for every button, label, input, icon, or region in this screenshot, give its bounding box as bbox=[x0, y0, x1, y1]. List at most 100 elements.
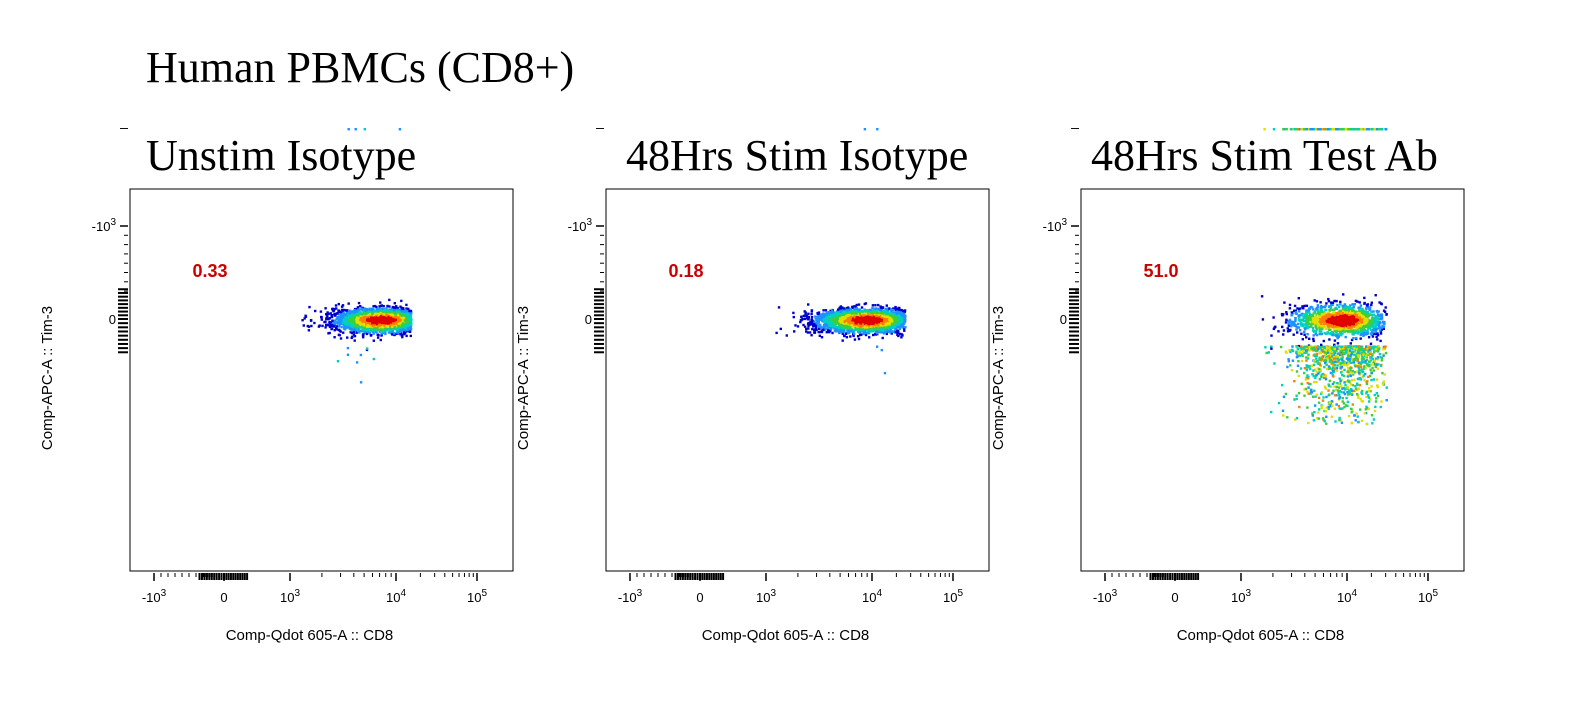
event-dot bbox=[333, 320, 337, 323]
event-dot bbox=[881, 322, 884, 325]
event-dot bbox=[853, 314, 857, 317]
event-dot bbox=[390, 307, 394, 310]
event-dot bbox=[884, 307, 887, 311]
event-dot bbox=[405, 303, 408, 307]
event-dot bbox=[894, 311, 897, 314]
event-dot bbox=[804, 313, 807, 316]
event-dot bbox=[892, 311, 895, 314]
event-dot bbox=[384, 314, 388, 317]
event-dot bbox=[850, 323, 853, 327]
event-dot bbox=[353, 323, 356, 326]
event-dot bbox=[379, 312, 383, 315]
event-dot bbox=[408, 328, 412, 331]
event-dot bbox=[877, 303, 880, 307]
event-dot bbox=[836, 316, 839, 319]
event-dot bbox=[403, 332, 407, 335]
event-dot bbox=[878, 326, 881, 329]
event-dot bbox=[380, 332, 383, 335]
event-dot bbox=[404, 315, 407, 318]
event-dot bbox=[343, 328, 346, 331]
event-dot bbox=[362, 322, 365, 326]
event-dot bbox=[340, 320, 343, 323]
event-dot bbox=[355, 361, 359, 364]
event-dot bbox=[852, 322, 855, 325]
event-dot bbox=[399, 333, 402, 336]
event-dot bbox=[879, 311, 883, 315]
event-dot bbox=[345, 315, 348, 319]
event-dot bbox=[362, 333, 365, 336]
event-dot bbox=[369, 334, 373, 337]
event-dot bbox=[847, 321, 850, 324]
event-dot bbox=[405, 312, 408, 315]
event-dot bbox=[863, 128, 867, 131]
event-dot bbox=[376, 317, 379, 320]
event-dot bbox=[891, 320, 894, 324]
event-dot bbox=[779, 327, 782, 331]
event-dot bbox=[339, 337, 343, 340]
event-dot bbox=[837, 308, 840, 311]
event-dot bbox=[396, 318, 399, 322]
event-dot bbox=[806, 331, 810, 334]
event-dot bbox=[401, 333, 404, 337]
tick-label: 0 bbox=[585, 312, 592, 327]
event-dot bbox=[368, 307, 371, 310]
event-dot bbox=[366, 318, 369, 321]
event-dot bbox=[899, 308, 902, 312]
event-dot bbox=[881, 336, 884, 340]
event-dot bbox=[308, 305, 311, 309]
x-axis: -103 0 103 104 105 bbox=[618, 573, 963, 605]
event-dot bbox=[822, 315, 825, 318]
plot-frame bbox=[605, 188, 990, 572]
event-dot bbox=[849, 307, 853, 311]
event-dot bbox=[364, 309, 367, 312]
event-dot bbox=[384, 332, 387, 336]
event-dot bbox=[346, 346, 350, 350]
event-dot bbox=[387, 317, 390, 320]
event-dot bbox=[353, 334, 357, 338]
event-dot bbox=[405, 323, 408, 326]
event-dot bbox=[373, 321, 376, 325]
event-dot bbox=[396, 306, 399, 310]
event-dot bbox=[372, 318, 375, 321]
event-dot bbox=[380, 320, 383, 323]
event-dot bbox=[840, 317, 843, 320]
event-dot bbox=[851, 318, 854, 322]
event-dot bbox=[831, 311, 834, 314]
event-dot bbox=[392, 319, 396, 323]
event-dot bbox=[404, 310, 407, 313]
event-dot bbox=[410, 318, 413, 321]
event-dot bbox=[325, 323, 328, 327]
event-dot bbox=[335, 312, 338, 315]
event-dot bbox=[828, 316, 831, 319]
event-dot bbox=[884, 326, 887, 329]
event-dot bbox=[340, 317, 343, 320]
event-dot bbox=[374, 314, 377, 318]
event-dot bbox=[351, 318, 354, 321]
event-dot bbox=[387, 315, 390, 318]
event-dot bbox=[878, 319, 881, 322]
event-dot bbox=[404, 319, 407, 323]
event-dot bbox=[869, 308, 872, 312]
event-dot bbox=[387, 322, 390, 325]
event-dot bbox=[405, 334, 408, 338]
event-dot bbox=[390, 321, 393, 324]
event-dot bbox=[337, 313, 340, 316]
event-dot bbox=[844, 309, 847, 312]
event-dot bbox=[364, 331, 367, 334]
event-dot bbox=[829, 327, 833, 330]
event-dot bbox=[363, 128, 366, 131]
event-dot bbox=[377, 319, 381, 322]
event-dot bbox=[353, 316, 356, 319]
event-dot bbox=[834, 325, 837, 329]
event-dot bbox=[839, 321, 842, 325]
tick-label: 105 bbox=[943, 588, 963, 605]
event-dot bbox=[818, 317, 821, 320]
event-dot bbox=[846, 324, 849, 328]
event-dot bbox=[400, 321, 403, 324]
event-dot bbox=[340, 325, 343, 329]
event-dot bbox=[889, 325, 892, 328]
event-dot bbox=[386, 304, 389, 308]
event-dot bbox=[380, 313, 384, 316]
event-dot bbox=[325, 317, 328, 321]
